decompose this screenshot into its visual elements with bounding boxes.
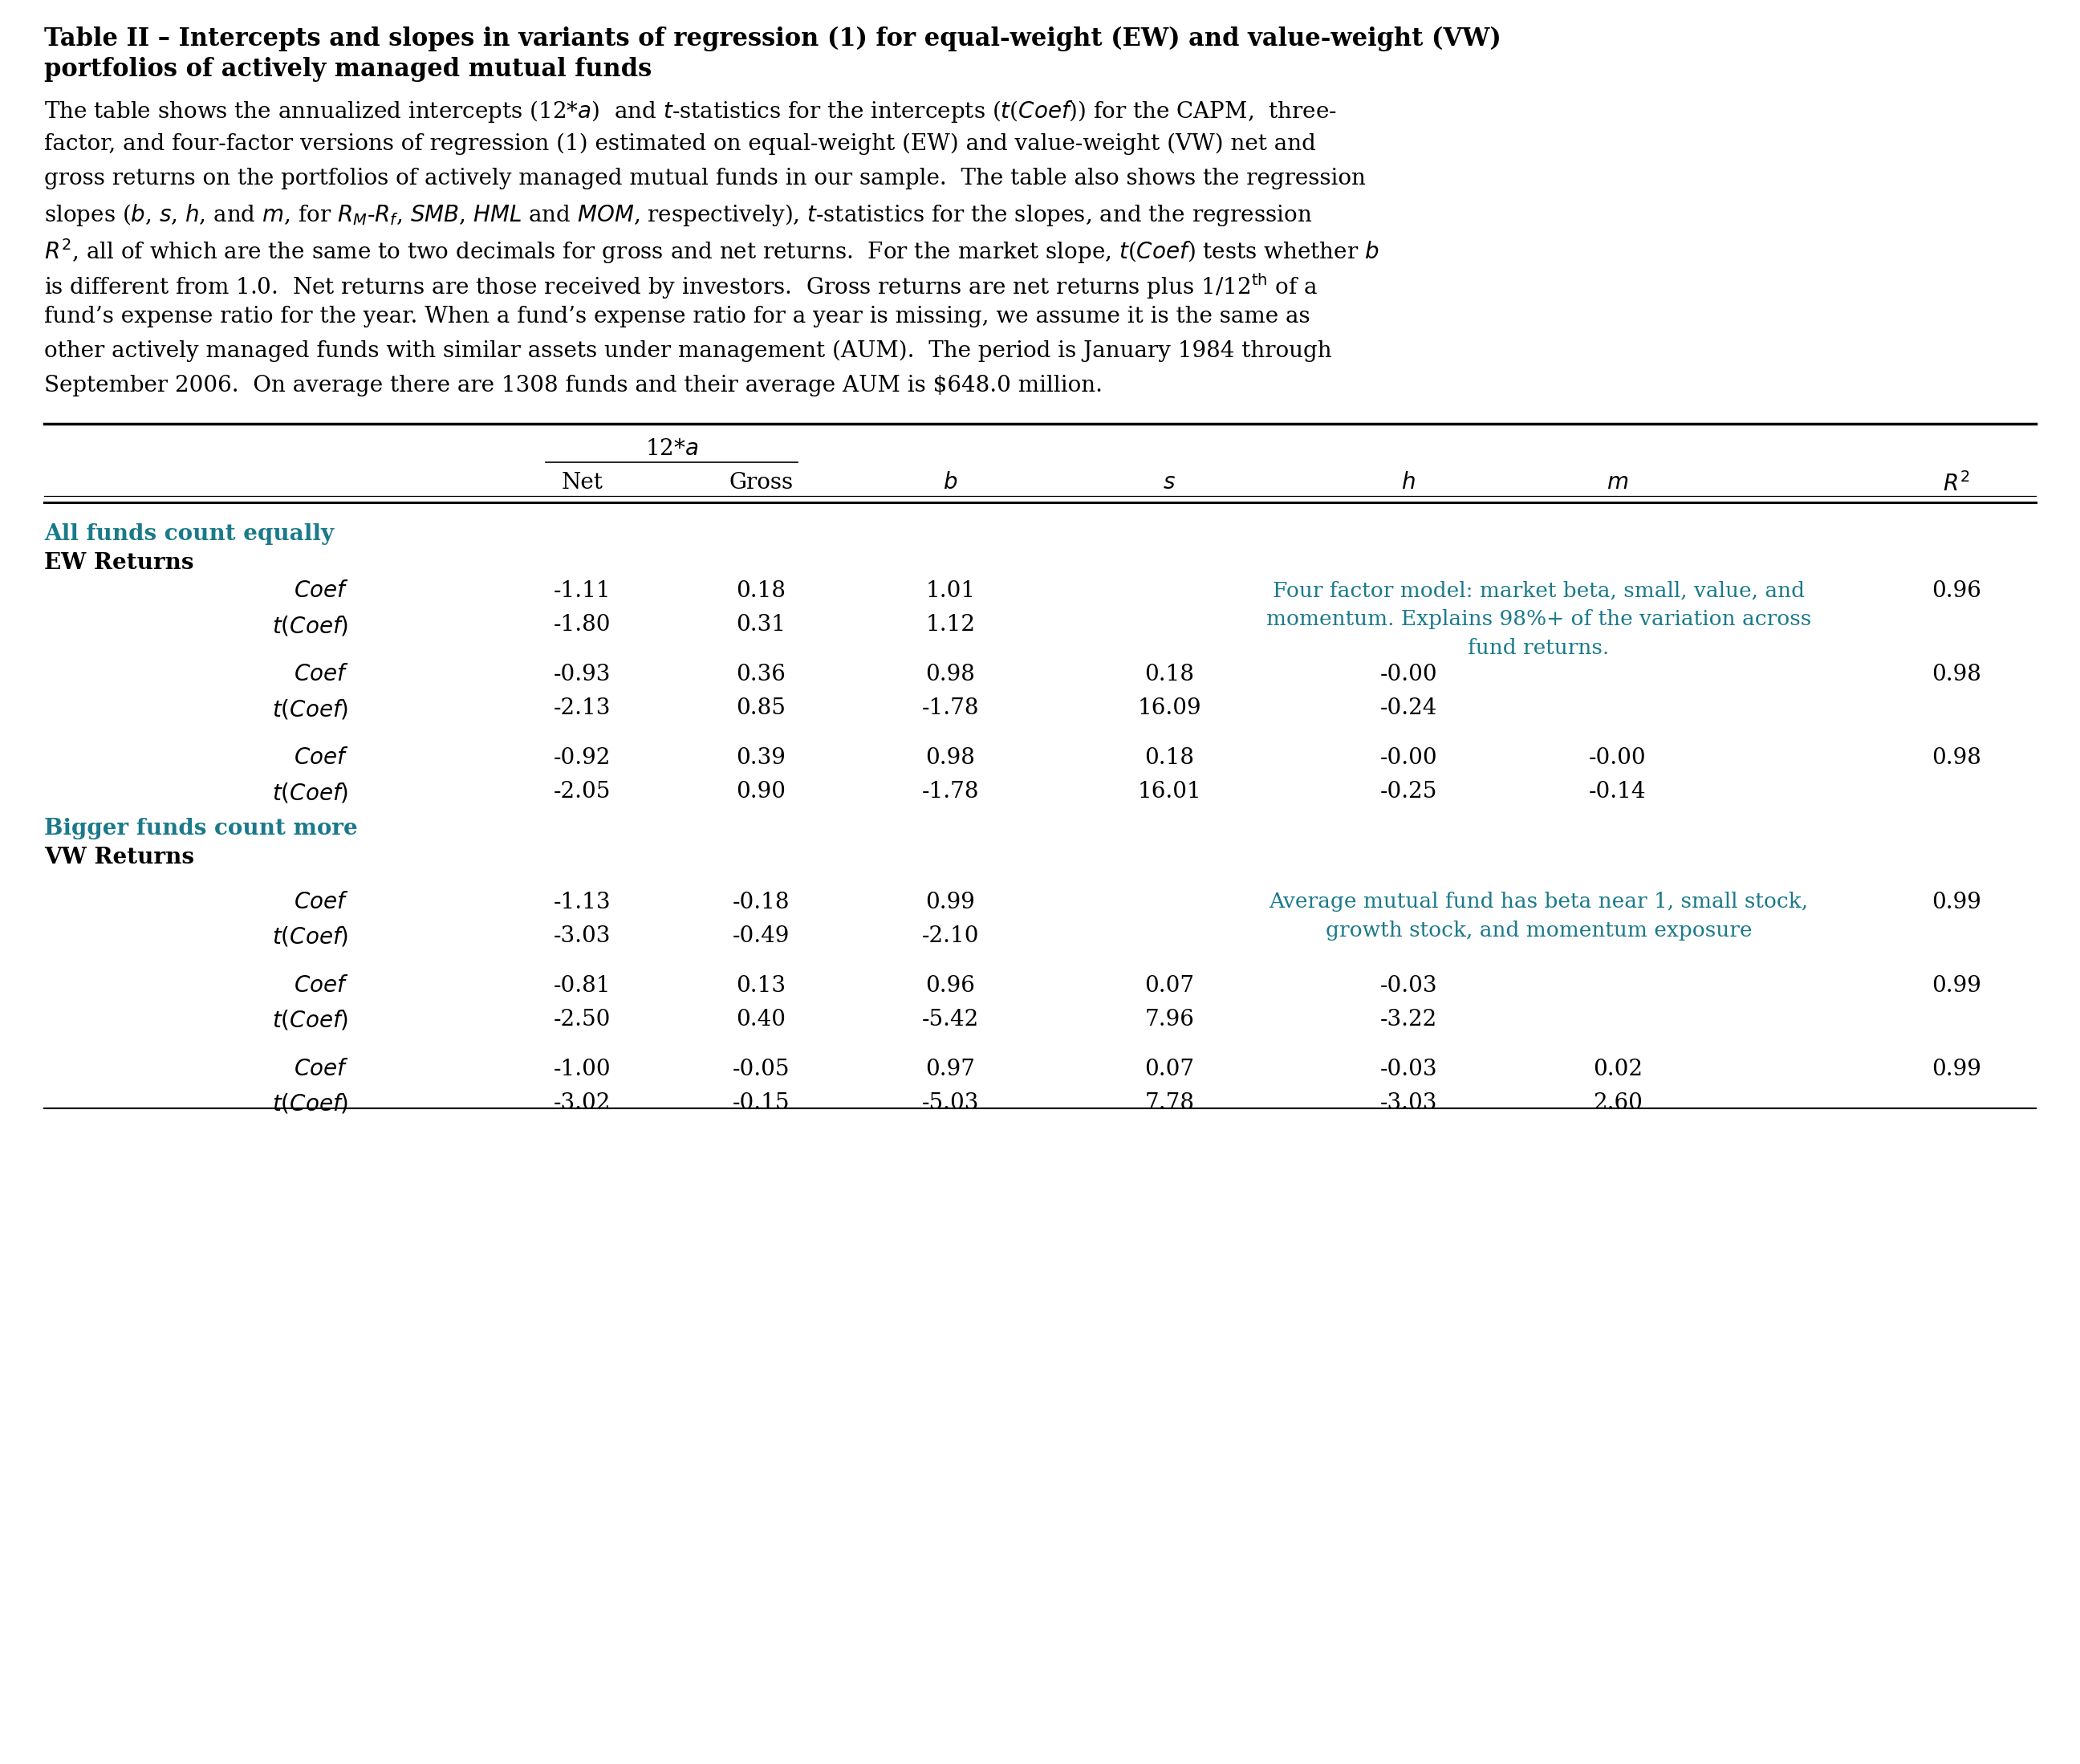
Text: 0.98: 0.98 bbox=[1932, 663, 1980, 686]
Text: -2.10: -2.10 bbox=[921, 924, 980, 947]
Text: 1.12: 1.12 bbox=[926, 614, 976, 637]
Text: other actively managed funds with similar assets under management (AUM).  The pe: other actively managed funds with simila… bbox=[44, 340, 1331, 362]
Text: The table shows the annualized intercepts (12*$a$)  and $t$-statistics for the i: The table shows the annualized intercept… bbox=[44, 99, 1337, 125]
Text: 12*$a$: 12*$a$ bbox=[645, 437, 699, 460]
Text: -0.15: -0.15 bbox=[732, 1092, 790, 1113]
Text: Bigger funds count more: Bigger funds count more bbox=[44, 818, 358, 840]
Text: $\mathit{t\left(Coef\right)}$: $\mathit{t\left(Coef\right)}$ bbox=[272, 1009, 349, 1032]
Text: 0.98: 0.98 bbox=[926, 663, 976, 686]
Text: 0.18: 0.18 bbox=[736, 580, 786, 602]
Text: gross returns on the portfolios of actively managed mutual funds in our sample. : gross returns on the portfolios of activ… bbox=[44, 168, 1367, 189]
Text: -3.03: -3.03 bbox=[553, 924, 612, 947]
Text: 2.60: 2.60 bbox=[1593, 1092, 1643, 1113]
Text: -3.22: -3.22 bbox=[1379, 1009, 1437, 1030]
Text: -0.14: -0.14 bbox=[1589, 781, 1645, 803]
Text: slopes ($b$, $s$, $h$, and $m$, for $R_M$-$R_f$, $SMB$, $HML$ and $MOM$, respect: slopes ($b$, $s$, $h$, and $m$, for $R_M… bbox=[44, 203, 1312, 228]
Text: $\mathit{t\left(Coef\right)}$: $\mathit{t\left(Coef\right)}$ bbox=[272, 781, 349, 804]
Text: 0.18: 0.18 bbox=[1144, 663, 1194, 686]
Text: $s$: $s$ bbox=[1163, 473, 1175, 494]
Text: -0.24: -0.24 bbox=[1379, 699, 1437, 720]
Text: $\mathit{t\left(Coef\right)}$: $\mathit{t\left(Coef\right)}$ bbox=[272, 924, 349, 949]
Text: $\mathit{t\left(Coef\right)}$: $\mathit{t\left(Coef\right)}$ bbox=[272, 614, 349, 637]
Text: -1.80: -1.80 bbox=[553, 614, 612, 637]
Text: 0.07: 0.07 bbox=[1144, 975, 1194, 997]
Text: $h$: $h$ bbox=[1402, 473, 1416, 494]
Text: 0.02: 0.02 bbox=[1593, 1058, 1643, 1080]
Text: -0.05: -0.05 bbox=[732, 1058, 790, 1080]
Text: -0.00: -0.00 bbox=[1589, 748, 1647, 769]
Text: -1.11: -1.11 bbox=[553, 580, 612, 602]
Text: 16.01: 16.01 bbox=[1138, 781, 1202, 803]
Text: 0.96: 0.96 bbox=[926, 975, 976, 997]
Text: $b$: $b$ bbox=[942, 473, 957, 494]
Text: factor, and four-factor versions of regression (1) estimated on equal-weight (EW: factor, and four-factor versions of regr… bbox=[44, 134, 1317, 155]
Text: Net: Net bbox=[562, 473, 603, 494]
Text: 0.85: 0.85 bbox=[736, 699, 786, 720]
Text: 0.96: 0.96 bbox=[1932, 580, 1980, 602]
Text: 7.96: 7.96 bbox=[1144, 1009, 1194, 1030]
Text: 0.90: 0.90 bbox=[736, 781, 786, 803]
Text: -3.03: -3.03 bbox=[1379, 1092, 1437, 1113]
Text: 7.78: 7.78 bbox=[1144, 1092, 1194, 1113]
Text: Gross: Gross bbox=[728, 473, 792, 494]
Text: September 2006.  On average there are 1308 funds and their average AUM is $648.0: September 2006. On average there are 130… bbox=[44, 374, 1102, 397]
Text: -0.92: -0.92 bbox=[553, 748, 612, 769]
Text: -0.00: -0.00 bbox=[1379, 748, 1437, 769]
Text: $R^2$, all of which are the same to two decimals for gross and net returns.  For: $R^2$, all of which are the same to two … bbox=[44, 236, 1379, 266]
Text: -0.18: -0.18 bbox=[732, 891, 790, 914]
Text: Four factor model: market beta, small, value, and
momentum. Explains 98%+ of the: Four factor model: market beta, small, v… bbox=[1267, 580, 1812, 658]
Text: -5.03: -5.03 bbox=[921, 1092, 980, 1113]
Text: 0.36: 0.36 bbox=[736, 663, 786, 686]
Text: 0.31: 0.31 bbox=[736, 614, 786, 637]
Text: 0.99: 0.99 bbox=[1932, 891, 1980, 914]
Text: $\mathit{Coef}$: $\mathit{Coef}$ bbox=[293, 975, 349, 997]
Text: -5.42: -5.42 bbox=[921, 1009, 980, 1030]
Text: -1.13: -1.13 bbox=[553, 891, 612, 914]
Text: -0.49: -0.49 bbox=[732, 924, 790, 947]
Text: $\mathit{t\left(Coef\right)}$: $\mathit{t\left(Coef\right)}$ bbox=[272, 1092, 349, 1115]
Text: 0.98: 0.98 bbox=[1932, 748, 1980, 769]
Text: -1.78: -1.78 bbox=[921, 699, 980, 720]
Text: $\mathit{Coef}$: $\mathit{Coef}$ bbox=[293, 580, 349, 602]
Text: $R^2$: $R^2$ bbox=[1943, 473, 1970, 496]
Text: 0.07: 0.07 bbox=[1144, 1058, 1194, 1080]
Text: 0.98: 0.98 bbox=[926, 748, 976, 769]
Text: -0.93: -0.93 bbox=[553, 663, 612, 686]
Text: 0.18: 0.18 bbox=[1144, 748, 1194, 769]
Text: $m$: $m$ bbox=[1606, 473, 1629, 494]
Text: -0.03: -0.03 bbox=[1379, 975, 1437, 997]
Text: -2.50: -2.50 bbox=[553, 1009, 612, 1030]
Text: 0.97: 0.97 bbox=[926, 1058, 976, 1080]
Text: 1.01: 1.01 bbox=[926, 580, 976, 602]
Text: -0.81: -0.81 bbox=[553, 975, 612, 997]
Text: -0.00: -0.00 bbox=[1379, 663, 1437, 686]
Text: 16.09: 16.09 bbox=[1138, 699, 1202, 720]
Text: $\mathit{Coef}$: $\mathit{Coef}$ bbox=[293, 748, 349, 769]
Text: 0.13: 0.13 bbox=[736, 975, 786, 997]
Text: portfolios of actively managed mutual funds: portfolios of actively managed mutual fu… bbox=[44, 56, 651, 81]
Text: $\mathit{Coef}$: $\mathit{Coef}$ bbox=[293, 663, 349, 686]
Text: EW Returns: EW Returns bbox=[44, 552, 193, 573]
Text: -2.13: -2.13 bbox=[553, 699, 612, 720]
Text: 0.40: 0.40 bbox=[736, 1009, 786, 1030]
Text: fund’s expense ratio for the year. When a fund’s expense ratio for a year is mis: fund’s expense ratio for the year. When … bbox=[44, 305, 1310, 328]
Text: Average mutual fund has beta near 1, small stock,
growth stock, and momentum exp: Average mutual fund has beta near 1, sma… bbox=[1269, 891, 1808, 940]
Text: -0.25: -0.25 bbox=[1379, 781, 1437, 803]
Text: 0.99: 0.99 bbox=[1932, 975, 1980, 997]
Text: -1.78: -1.78 bbox=[921, 781, 980, 803]
Text: -0.03: -0.03 bbox=[1379, 1058, 1437, 1080]
Text: -1.00: -1.00 bbox=[553, 1058, 612, 1080]
Text: VW Returns: VW Returns bbox=[44, 847, 193, 868]
Text: -3.02: -3.02 bbox=[553, 1092, 612, 1113]
Text: Table II – Intercepts and slopes in variants of regression (1) for equal-weight : Table II – Intercepts and slopes in vari… bbox=[44, 26, 1502, 51]
Text: is different from 1.0.  Net returns are those received by investors.  Gross retu: is different from 1.0. Net returns are t… bbox=[44, 272, 1319, 300]
Text: -2.05: -2.05 bbox=[553, 781, 612, 803]
Text: All funds count equally: All funds count equally bbox=[44, 524, 335, 545]
Text: $\mathit{Coef}$: $\mathit{Coef}$ bbox=[293, 891, 349, 914]
Text: $\mathit{t\left(Coef\right)}$: $\mathit{t\left(Coef\right)}$ bbox=[272, 699, 349, 721]
Text: 0.99: 0.99 bbox=[926, 891, 976, 914]
Text: $\mathit{Coef}$: $\mathit{Coef}$ bbox=[293, 1058, 349, 1080]
Text: 0.99: 0.99 bbox=[1932, 1058, 1980, 1080]
Text: 0.39: 0.39 bbox=[736, 748, 786, 769]
